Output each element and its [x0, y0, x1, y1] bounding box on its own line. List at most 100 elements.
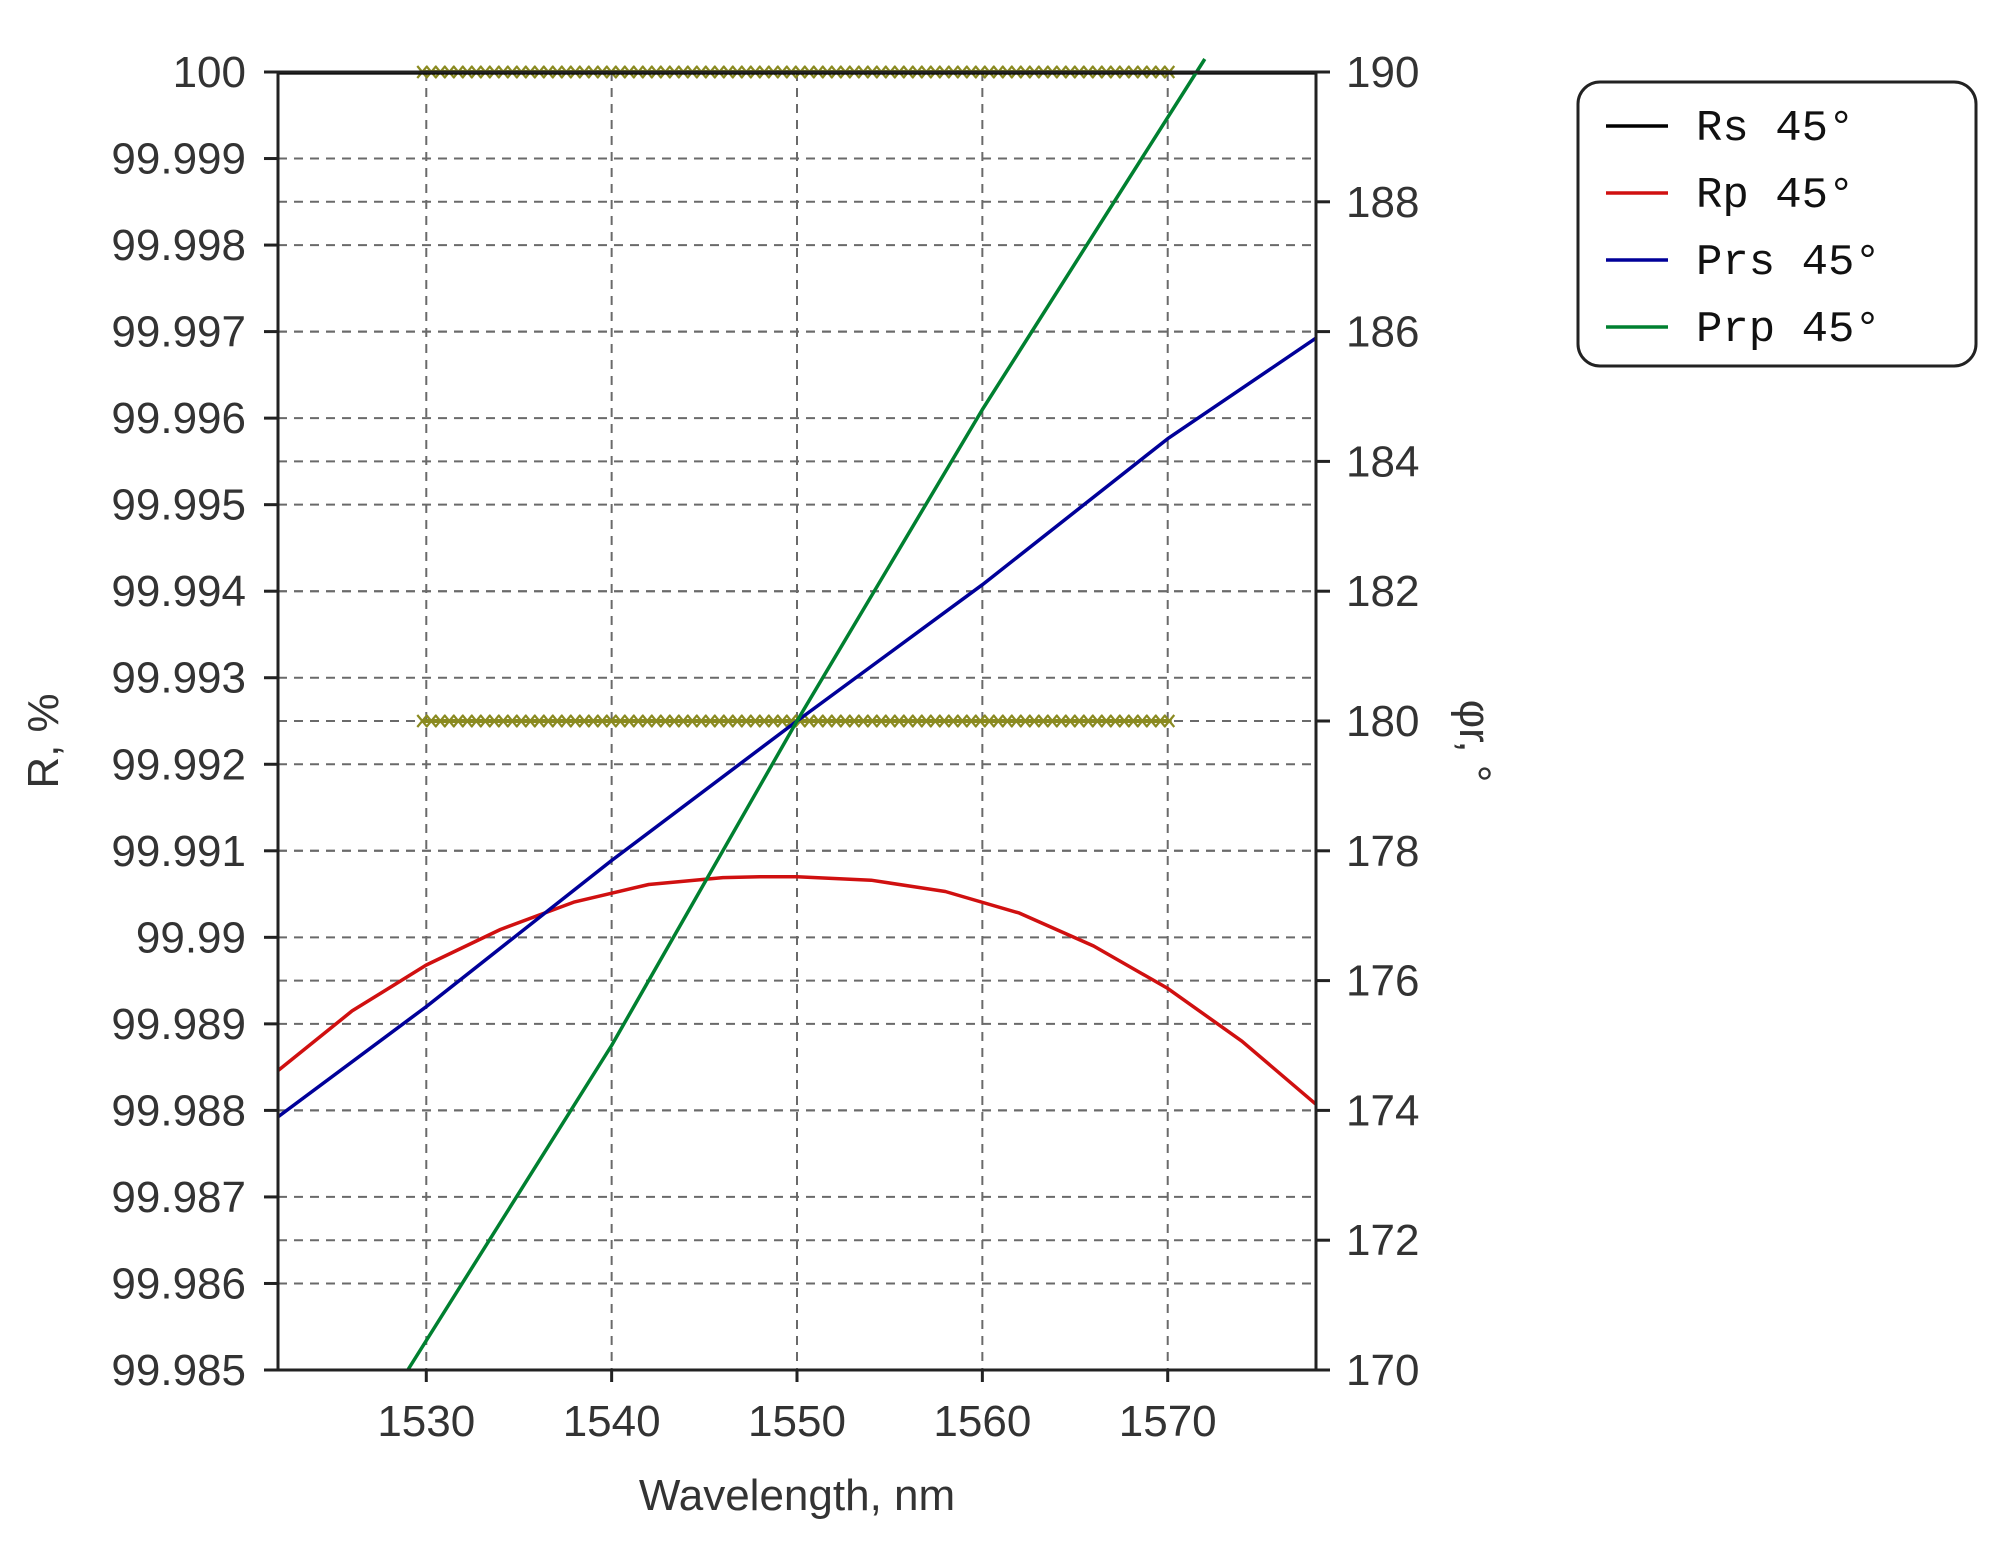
x-tick-label-1530: 1530 [377, 1397, 475, 1446]
marker-point-1-47 [839, 714, 852, 728]
marker-point-1-55 [911, 714, 924, 728]
legend-box [1576, 80, 1978, 368]
marker-point-1-49 [857, 714, 870, 728]
marker-point-1-50 [866, 714, 879, 728]
marker-point-1-25 [641, 714, 654, 728]
legend-label-1: Rp 45° [1696, 171, 1854, 221]
marker-point-1-60 [956, 714, 969, 728]
marker-point-1-34 [722, 714, 735, 728]
marker-point-1-38 [758, 714, 771, 728]
marker-point-1-40 [776, 714, 789, 728]
marker-point-1-21 [605, 714, 618, 728]
marker-point-1-64 [992, 714, 1005, 728]
marker-point-1-6 [470, 714, 483, 728]
marker-point-1-59 [947, 714, 960, 728]
marker-point-1-71 [1055, 714, 1068, 728]
marker-point-1-43 [803, 714, 816, 728]
marker-point-1-70 [1046, 714, 1059, 728]
marker-point-1-35 [731, 714, 744, 728]
marker-point-1-65 [1001, 714, 1014, 728]
marker-point-1-73 [1073, 714, 1086, 728]
marker-point-1-78 [1118, 714, 1131, 728]
left-tick-label-10: 99.99 [136, 913, 246, 962]
x-tick-label-1560: 1560 [933, 1397, 1031, 1446]
marker-point-1-75 [1091, 714, 1104, 728]
marker-point-1-16 [560, 714, 573, 728]
right-tick-label-10: 170 [1346, 1346, 1419, 1395]
marker-point-1-83 [1163, 714, 1176, 728]
marker-point-1-19 [587, 714, 600, 728]
marker-point-1-22 [614, 714, 627, 728]
left-tick-label-5: 99.995 [111, 481, 246, 530]
marker-point-1-82 [1154, 714, 1167, 728]
marker-point-1-5 [461, 714, 474, 728]
marker-point-1-52 [884, 714, 897, 728]
marker-point-1-11 [515, 714, 528, 728]
marker-point-1-76 [1100, 714, 1113, 728]
left-axis-title: R, % [19, 693, 68, 788]
marker-point-1-31 [695, 714, 708, 728]
marker-point-1-7 [479, 714, 492, 728]
marker-point-1-37 [749, 714, 762, 728]
left-tick-label-6: 99.994 [111, 567, 246, 616]
right-tick-label-2: 186 [1346, 308, 1419, 357]
left-tick-label-14: 99.986 [111, 1259, 246, 1308]
marker-point-1-24 [632, 714, 645, 728]
marker-point-1-0 [416, 714, 429, 728]
right-tick-label-1: 188 [1346, 178, 1419, 227]
marker-point-1-33 [713, 714, 726, 728]
marker-point-1-39 [767, 714, 780, 728]
marker-point-1-51 [875, 714, 888, 728]
marker-point-1-48 [848, 714, 861, 728]
left-tick-label-1: 99.999 [111, 135, 246, 184]
left-tick-label-0: 100 [173, 48, 246, 97]
right-axis-ticks: 190 188 186 184 182 180 178 176 174 172 170 [1316, 48, 1419, 1395]
marker-point-1-77 [1109, 714, 1122, 728]
marker-point-1-23 [623, 714, 636, 728]
marker-point-1-66 [1010, 714, 1023, 728]
left-tick-label-13: 99.987 [111, 1173, 246, 1222]
marker-point-1-8 [488, 714, 501, 728]
marker-point-1-4 [452, 714, 465, 728]
marker-point-1-81 [1145, 714, 1158, 728]
marker-point-1-13 [533, 714, 546, 728]
marker-point-1-80 [1136, 714, 1149, 728]
marker-point-1-18 [578, 714, 591, 728]
marker-point-1-46 [830, 714, 843, 728]
marker-point-1-12 [524, 714, 537, 728]
legend-label-2: Prs 45° [1696, 238, 1881, 288]
legend-label-3: Prp 45° [1696, 305, 1881, 355]
right-tick-label-3: 184 [1346, 437, 1419, 486]
marker-point-1-27 [659, 714, 672, 728]
marker-point-1-62 [974, 714, 987, 728]
right-tick-label-4: 182 [1346, 567, 1419, 616]
marker-point-1-63 [983, 714, 996, 728]
marker-point-1-45 [821, 714, 834, 728]
marker-point-1-69 [1037, 714, 1050, 728]
marker-point-1-67 [1019, 714, 1032, 728]
marker-point-1-26 [650, 714, 663, 728]
marker-point-1-3 [443, 714, 456, 728]
left-tick-label-4: 99.996 [111, 394, 246, 443]
marker-point-1-30 [686, 714, 699, 728]
x-axis-ticks: 1530 1540 1550 1560 1570 [377, 1370, 1217, 1446]
marker-point-1-28 [668, 714, 681, 728]
marker-point-1-72 [1064, 714, 1077, 728]
legend: Rs 45° Rp 45° Prs 45° Prp 45° [1576, 80, 1978, 368]
left-tick-label-2: 99.998 [111, 221, 246, 270]
series-line-1 [276, 875, 1318, 1106]
marker-point-1-54 [902, 714, 915, 728]
marker-point-1-29 [677, 714, 690, 728]
left-axis-ticks: 100 99.999 99.998 99.997 99.996 99.995 99.994 9… [111, 48, 278, 1395]
marker-point-1-44 [812, 714, 825, 728]
marker-point-1-15 [551, 714, 564, 728]
marker-point-1-74 [1082, 714, 1095, 728]
x-tick-label-1570: 1570 [1119, 1397, 1217, 1446]
marker-point-1-36 [740, 714, 753, 728]
right-tick-label-5: 180 [1346, 697, 1419, 746]
marker-point-1-1 [425, 714, 438, 728]
left-tick-label-11: 99.989 [111, 1000, 246, 1049]
marker-point-1-32 [704, 714, 717, 728]
left-tick-label-8: 99.992 [111, 740, 246, 789]
